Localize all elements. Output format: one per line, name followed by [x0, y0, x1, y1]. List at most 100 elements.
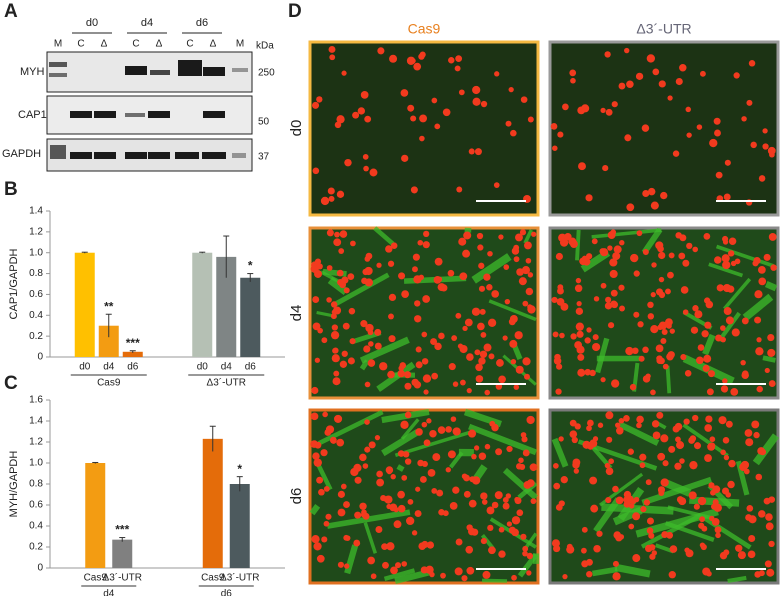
- nucleus: [704, 297, 710, 303]
- lane: Δ: [101, 39, 108, 50]
- nucleus: [552, 145, 558, 151]
- nucleus: [495, 491, 503, 499]
- nucleus: [715, 526, 722, 533]
- nucleus: [569, 70, 576, 77]
- nucleus: [338, 491, 345, 498]
- nucleus: [415, 487, 420, 492]
- nucleus: [698, 344, 705, 351]
- nucleus: [704, 322, 711, 329]
- nucleus: [475, 148, 482, 155]
- nucleus: [509, 340, 517, 348]
- nucleus: [740, 360, 745, 365]
- nucleus: [651, 262, 656, 267]
- nucleus: [619, 240, 624, 245]
- nucleus: [367, 557, 375, 565]
- group-label: d4: [103, 589, 115, 596]
- nucleus: [628, 524, 634, 530]
- nucleus: [520, 534, 526, 540]
- nucleus: [377, 47, 384, 54]
- nucleus: [438, 283, 446, 291]
- band: [203, 67, 225, 76]
- nucleus: [329, 46, 336, 53]
- nucleus: [321, 197, 329, 205]
- timepoint: d0: [86, 17, 98, 29]
- nucleus: [333, 377, 341, 385]
- nucleus: [505, 299, 510, 304]
- nucleus: [495, 448, 502, 455]
- nucleus: [334, 415, 342, 423]
- nucleus: [382, 562, 389, 569]
- nucleus: [724, 455, 729, 460]
- nucleus: [648, 313, 654, 319]
- nucleus: [522, 301, 528, 307]
- marker: 37: [258, 152, 270, 163]
- nucleus: [480, 351, 487, 358]
- nucleus: [337, 270, 344, 277]
- nucleus: [630, 254, 638, 262]
- nucleus: [709, 516, 714, 521]
- nucleus: [511, 575, 517, 581]
- nucleus: [656, 412, 663, 419]
- nucleus: [642, 347, 649, 354]
- nucleus: [391, 242, 398, 249]
- nucleus: [506, 493, 511, 498]
- nucleus: [506, 121, 512, 127]
- nucleus: [449, 363, 456, 370]
- nucleus: [353, 540, 360, 547]
- nucleus: [426, 418, 431, 423]
- nucleus: [336, 439, 344, 447]
- column-header: Δ3´-UTR: [636, 21, 691, 37]
- nucleus: [455, 567, 463, 575]
- nucleus: [694, 310, 702, 318]
- nucleus: [326, 297, 332, 303]
- nucleus: [647, 54, 655, 62]
- nucleus: [633, 312, 639, 318]
- y-axis-label: MYH/GAPDH: [8, 451, 20, 518]
- nucleus: [733, 72, 739, 78]
- nucleus: [369, 441, 376, 448]
- nucleus: [368, 341, 374, 347]
- nucleus: [688, 437, 695, 444]
- nucleus: [608, 322, 614, 328]
- nucleus: [724, 307, 732, 315]
- nucleus: [400, 362, 407, 369]
- nucleus: [607, 245, 612, 250]
- nucleus: [666, 353, 674, 361]
- nucleus: [342, 351, 348, 357]
- nucleus: [601, 283, 607, 289]
- nucleus: [370, 169, 378, 177]
- nucleus: [349, 308, 356, 315]
- nucleus: [722, 386, 728, 392]
- nucleus: [680, 354, 686, 360]
- nucleus: [605, 463, 610, 468]
- nucleus: [363, 345, 370, 352]
- nucleus: [462, 326, 467, 331]
- nucleus: [516, 366, 524, 374]
- nucleus: [516, 509, 523, 516]
- nucleus: [462, 250, 470, 258]
- nucleus: [649, 554, 655, 560]
- nucleus: [391, 474, 396, 479]
- nucleus: [341, 276, 348, 283]
- nucleus: [553, 331, 559, 337]
- nucleus: [650, 390, 656, 396]
- nucleus: [769, 152, 775, 158]
- nucleus: [317, 263, 323, 269]
- nucleus: [496, 359, 504, 367]
- nucleus: [376, 479, 384, 487]
- nucleus: [596, 531, 602, 537]
- nucleus: [570, 240, 578, 248]
- nucleus: [738, 551, 746, 559]
- band: [125, 113, 145, 117]
- nucleus: [363, 463, 369, 469]
- nucleus: [455, 65, 461, 71]
- nucleus: [431, 373, 438, 380]
- lane: Δ: [210, 39, 217, 50]
- nucleus: [592, 343, 600, 351]
- nucleus: [333, 347, 339, 353]
- nucleus: [553, 463, 559, 469]
- nucleus: [419, 136, 425, 142]
- nucleus: [636, 73, 643, 80]
- significance: **: [104, 299, 114, 313]
- nucleus: [417, 240, 423, 246]
